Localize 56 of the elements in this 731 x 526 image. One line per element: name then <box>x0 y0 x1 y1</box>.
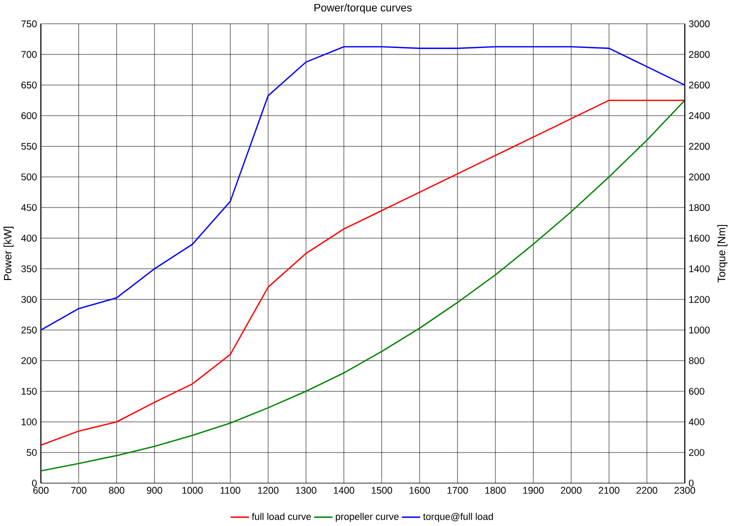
y-tick-label: 350 <box>21 265 37 272</box>
y2-tick-label: 400 <box>688 418 704 426</box>
y2-tick-label: 2000 <box>689 174 710 180</box>
x-tick-label: 600 <box>33 487 49 494</box>
x-tick-label: 1400 <box>334 487 354 494</box>
y2-tick-label: 1200 <box>689 296 710 303</box>
y2-tick-label: 200 <box>689 449 704 456</box>
y2-tick-label: 1400 <box>689 265 710 272</box>
y2-tick-label: 2800 <box>689 51 710 58</box>
x-tick-label: 1600 <box>410 487 430 494</box>
y-tick-label: 150 <box>22 388 37 395</box>
y-tick-label: 700 <box>21 51 37 58</box>
y2-tick-label: 1800 <box>689 204 710 212</box>
chart-title: Power/torque curves <box>314 4 412 14</box>
legend-label: propeller curve <box>336 512 399 522</box>
x-tick-label: 1800 <box>485 487 506 494</box>
x-tick-label: 2300 <box>674 487 696 494</box>
y2-tick-label: 2200 <box>689 142 710 150</box>
x-tick-label: 2000 <box>560 487 582 494</box>
y-tick-label: 750 <box>21 20 37 28</box>
y-tick-label: 100 <box>22 418 37 426</box>
y-tick-label: 600 <box>21 112 37 120</box>
y-tick-label: 250 <box>21 326 37 334</box>
x-tick-label: 1900 <box>523 487 544 494</box>
x-tick-label: 1700 <box>448 487 468 494</box>
y2-tick-label: 3000 <box>688 20 710 28</box>
y-tick-label: 0 <box>32 480 37 487</box>
y-tick-label: 550 <box>21 142 37 150</box>
y-tick-label: 450 <box>21 204 37 212</box>
x-tick-label: 700 <box>71 487 86 494</box>
y-tick-label: 650 <box>21 82 37 89</box>
y2-axis-title: Torque [Nm] <box>717 225 728 283</box>
y2-tick-label: 1600 <box>689 234 710 242</box>
legend-label: torque@full load <box>423 512 493 522</box>
y2-tick-label: 2600 <box>689 82 710 89</box>
y2-tick-label: 0 <box>688 480 694 487</box>
x-tick-label: 2100 <box>598 487 620 494</box>
x-tick-label: 1500 <box>372 487 392 494</box>
y2-tick-label: 1000 <box>689 326 710 334</box>
y-axis-title: Power [kW] <box>4 226 14 280</box>
y2-tick-label: 800 <box>688 357 704 364</box>
x-tick-label: 1100 <box>220 487 240 494</box>
x-tick-label: 2200 <box>636 487 658 494</box>
y-tick-label: 50 <box>26 449 37 456</box>
x-tick-label: 800 <box>108 487 124 494</box>
x-tick-label: 1200 <box>258 487 278 494</box>
y2-tick-label: 2400 <box>689 112 710 120</box>
legend-label: full load curve <box>252 512 311 520</box>
x-tick-label: 1000 <box>182 487 203 494</box>
y-tick-label: 200 <box>21 357 37 364</box>
y-tick-label: 400 <box>21 234 37 242</box>
x-tick-label: 900 <box>146 487 162 494</box>
x-tick-label: 1300 <box>296 487 316 494</box>
y2-tick-label: 600 <box>689 388 704 395</box>
y-tick-label: 300 <box>21 296 37 303</box>
y-tick-label: 500 <box>21 174 37 180</box>
